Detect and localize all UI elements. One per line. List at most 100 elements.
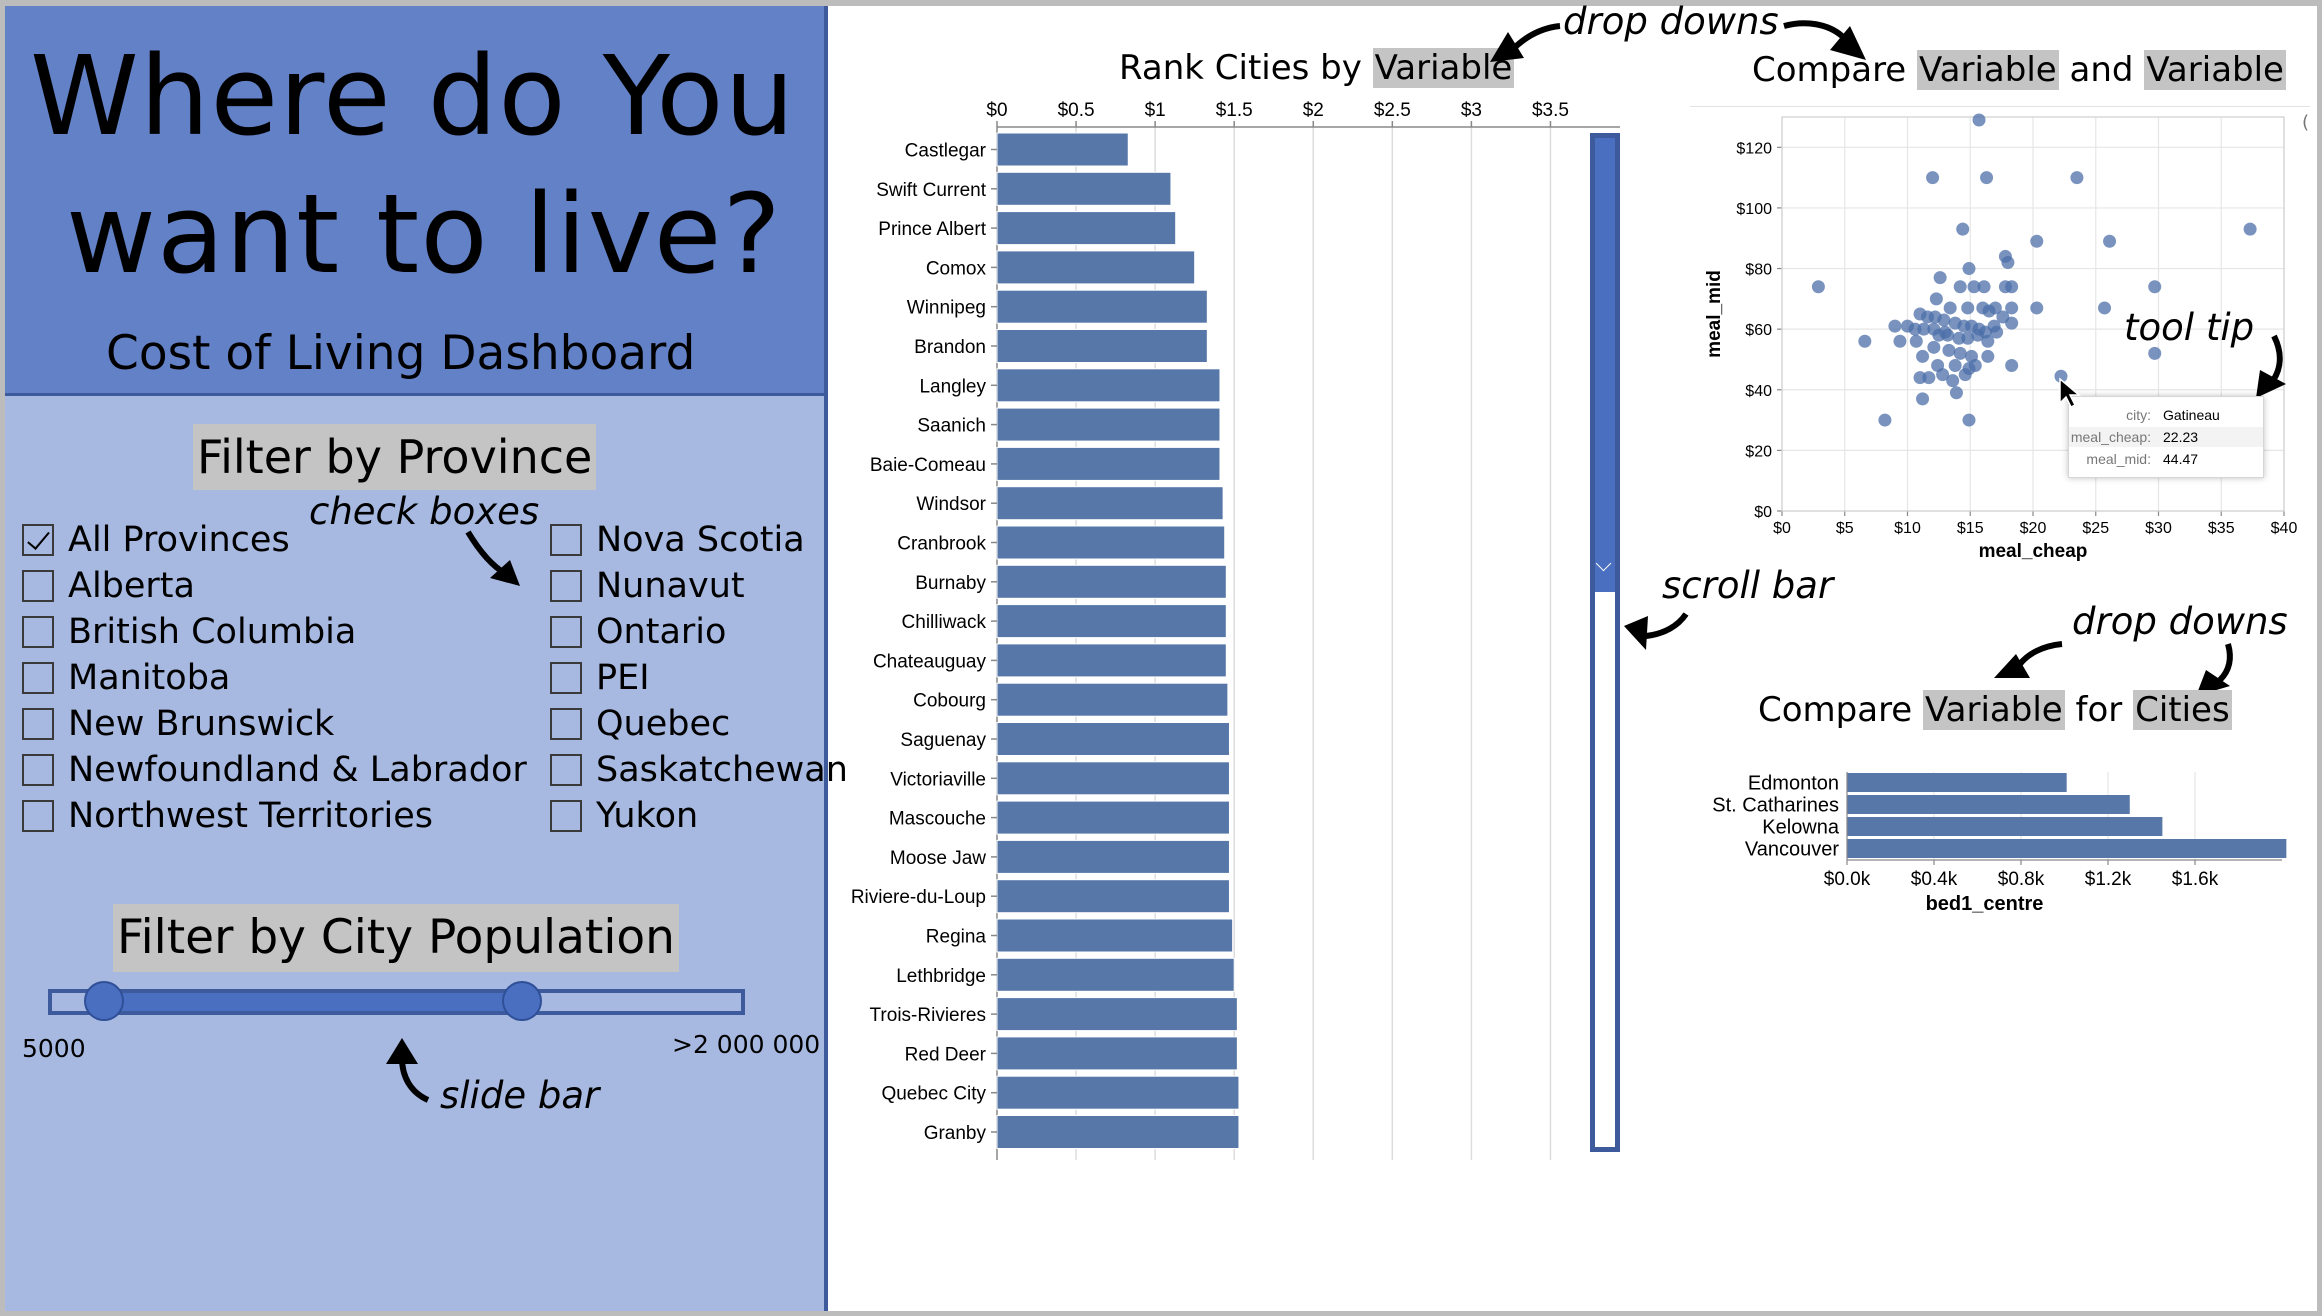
rank-chart-scrollbar[interactable]: [1590, 133, 1620, 1152]
slider-handle-max[interactable]: [501, 981, 542, 1021]
province-option-northwest-territories[interactable]: Northwest Territories: [22, 796, 433, 836]
province-option-label: Alberta: [68, 566, 195, 606]
tooltip-annotation: tool tip: [2124, 306, 2255, 349]
scatter-y-tick-label: $120: [1736, 140, 1772, 157]
checkmark-icon: [27, 526, 50, 550]
province-option-alberta[interactable]: Alberta: [22, 566, 195, 606]
rank-category-label: Regina: [926, 927, 987, 948]
rank-x-tick-label: $2: [1303, 100, 1324, 121]
scatter-chart-title: Compare Variable and Variable: [1752, 46, 2286, 94]
rank-category-label: Winnipeg: [907, 298, 986, 319]
scatter-plot-frame: [1781, 116, 2285, 512]
province-option-ontario[interactable]: Ontario: [550, 612, 726, 652]
province-checkbox[interactable]: [550, 662, 582, 694]
scatter-x-tick-label: $20: [2020, 520, 2047, 537]
province-option-label: Manitoba: [68, 658, 231, 698]
compare-x-tick-label: $0.8k: [1998, 869, 2045, 890]
scatter-point: [2103, 234, 2117, 248]
province-option-nova-scotia[interactable]: Nova Scotia: [550, 520, 805, 560]
dropdown-annotation-arrow-right: [1783, 20, 1866, 60]
rank-x-tick-label: $2.5: [1374, 100, 1411, 121]
slider-min-label: 5000: [22, 1034, 86, 1063]
province-checkbox[interactable]: [550, 570, 582, 602]
rank-category-label: Comox: [926, 258, 987, 279]
province-checkbox[interactable]: [22, 524, 54, 556]
mouse-cursor-icon: [2059, 377, 2082, 409]
rank-bar: [996, 132, 1129, 167]
province-option-yukon[interactable]: Yukon: [550, 796, 698, 836]
rank-bar: [996, 407, 1221, 442]
rank-bar: [996, 525, 1226, 560]
rank-category-label: Mascouche: [889, 809, 986, 830]
scatter-point: [1916, 349, 1930, 363]
rank-x-tick-label: $1.5: [1216, 100, 1253, 121]
compare-cities-dropdown[interactable]: Cities: [2133, 690, 2232, 730]
scatter-x-tick-label: $40: [2271, 520, 2298, 537]
rank-bar: [996, 1075, 1240, 1110]
slider-range-fill: [107, 993, 521, 1011]
compare-annotation-arrow-right: [2196, 643, 2233, 696]
rank-category-label: Granby: [924, 1123, 987, 1144]
rank-x-tick-label: $0: [986, 100, 1007, 121]
province-option-new-brunswick[interactable]: New Brunswick: [22, 704, 334, 744]
scatter-point: [2001, 255, 2015, 269]
scatter-x-tick-label: $5: [1836, 520, 1854, 537]
scatter-point: [1937, 313, 1951, 327]
scatter-point: [1922, 371, 1936, 385]
province-option-label: Saskatchewan: [596, 750, 848, 790]
compare-variable-dropdown[interactable]: Variable: [1923, 690, 2065, 730]
province-option-pei[interactable]: PEI: [550, 658, 650, 698]
scrollbar-thumb[interactable]: [1595, 138, 1615, 593]
scatter-y-tick-label: $100: [1736, 201, 1772, 218]
slide-bar-annotation-arrow: [386, 1038, 430, 1103]
rank-bar: [996, 879, 1230, 914]
rank-variable-dropdown[interactable]: Variable: [1372, 48, 1515, 88]
checkbox-annotation: check boxes: [309, 490, 540, 533]
tooltip-key: meal_cheap:: [2070, 429, 2151, 445]
province-option-saskatchewan[interactable]: Saskatchewan: [550, 750, 848, 790]
rank-bar: [996, 839, 1230, 874]
rank-bar: [996, 722, 1230, 756]
province-checkbox[interactable]: [22, 708, 54, 740]
province-checkbox[interactable]: [550, 524, 582, 556]
province-option-manitoba[interactable]: Manitoba: [22, 658, 230, 698]
scatter-tooltip: city: Gatineau meal_cheap: 22.23 meal_mid: 44…: [2068, 396, 2264, 478]
province-option-british-columbia[interactable]: British Columbia: [22, 612, 356, 652]
scatter-x-variable-dropdown[interactable]: Variable: [1917, 50, 2059, 90]
province-checkbox[interactable]: [22, 754, 54, 786]
province-checkbox[interactable]: [22, 800, 54, 832]
checkbox-annotation-arrow: [465, 530, 520, 586]
province-option-label: PEI: [596, 658, 650, 698]
province-checkbox[interactable]: [550, 754, 582, 786]
scatter-y-tick-label: $20: [1745, 443, 1772, 460]
rank-chart: $0 $0.5 $1 $1.5 $2 $2.5 $3 $3.5 Castlegar Swift C…: [851, 100, 1620, 1160]
scatter-point: [1811, 280, 1825, 294]
scatter-point: [2148, 280, 2162, 294]
scatter-point: [1980, 171, 1994, 185]
scatter-x-axis-title: meal_cheap: [1979, 541, 2088, 562]
province-checkbox[interactable]: [22, 662, 54, 694]
rank-bar: [996, 957, 1235, 992]
rank-chart-title: Rank Cities by Variable: [1119, 44, 1515, 92]
province-checkbox[interactable]: [22, 616, 54, 648]
tooltip-value: Gatineau: [2163, 407, 2220, 423]
rank-bar: [996, 486, 1224, 521]
province-option-nunavut[interactable]: Nunavut: [550, 566, 745, 606]
slider-handle-min[interactable]: [83, 981, 124, 1021]
population-slider[interactable]: [48, 989, 745, 1015]
province-checkbox[interactable]: [550, 616, 582, 648]
scatter-y-tick-label: $0: [1754, 504, 1772, 521]
province-option-quebec[interactable]: Quebec: [550, 704, 730, 744]
scatter-y-variable-dropdown[interactable]: Variable: [2144, 50, 2286, 90]
province-option-label: Ontario: [596, 612, 727, 652]
scatter-point: [1961, 301, 1975, 315]
province-checkbox[interactable]: [550, 708, 582, 740]
province-checkbox[interactable]: [22, 570, 54, 602]
province-option-newfoundland-labrador[interactable]: Newfoundland & Labrador: [22, 750, 527, 790]
compare-x-axis-title: bed1_centre: [1926, 893, 2044, 915]
scatter-x-tick-label: $35: [2208, 520, 2235, 537]
rank-category-label: Windsor: [916, 494, 986, 515]
province-option-all-provinces[interactable]: All Provinces: [22, 520, 290, 560]
province-option-label: Yukon: [596, 796, 699, 836]
province-checkbox[interactable]: [550, 800, 582, 832]
